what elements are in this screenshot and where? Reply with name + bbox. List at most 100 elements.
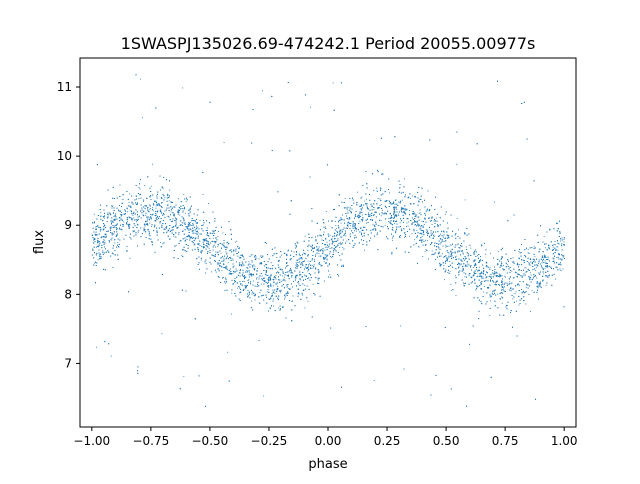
data-point (313, 264, 315, 266)
data-point (189, 224, 191, 226)
data-point (232, 283, 234, 285)
data-point (218, 231, 219, 233)
data-point (263, 280, 264, 282)
data-point (189, 237, 191, 238)
data-point (545, 284, 547, 286)
data-point (455, 275, 457, 277)
data-point (450, 283, 452, 285)
data-point (330, 256, 331, 258)
data-point (215, 271, 217, 273)
data-point (403, 236, 405, 238)
data-point (329, 234, 331, 236)
data-point (557, 249, 559, 251)
data-point (155, 205, 157, 207)
data-point (468, 283, 470, 285)
data-point (362, 214, 364, 216)
data-point (266, 274, 268, 276)
data-point (523, 292, 525, 294)
data-point (212, 229, 214, 231)
data-point (380, 215, 382, 217)
data-point (522, 259, 524, 261)
data-point (372, 223, 374, 225)
data-point (455, 295, 457, 297)
data-point (211, 271, 212, 273)
data-point (217, 246, 219, 248)
data-point (497, 293, 499, 295)
data-point (110, 205, 112, 207)
data-point (303, 260, 305, 262)
data-point (489, 315, 491, 316)
data-point (427, 210, 429, 212)
data-point (219, 265, 221, 267)
data-point (223, 263, 225, 265)
data-point (277, 285, 279, 287)
data-point (337, 237, 339, 239)
data-point (394, 210, 396, 212)
data-point (489, 266, 491, 268)
data-point (544, 260, 546, 262)
data-point (130, 205, 132, 207)
data-point (448, 234, 450, 236)
data-point (248, 272, 250, 274)
data-point (100, 255, 102, 257)
data-point (227, 351, 229, 353)
data-point (258, 276, 260, 278)
data-point (305, 264, 307, 266)
data-point (552, 249, 554, 251)
data-point (142, 117, 143, 119)
data-point (370, 205, 372, 207)
data-point (144, 185, 146, 186)
data-point (525, 267, 527, 269)
data-point (506, 305, 508, 306)
data-point (353, 223, 355, 225)
data-point (307, 266, 309, 268)
data-point (364, 249, 366, 251)
data-point (132, 214, 134, 216)
data-point (323, 261, 325, 263)
data-point (447, 272, 449, 273)
data-point (372, 229, 374, 231)
data-point (199, 245, 201, 246)
data-point (179, 240, 181, 242)
data-point (184, 212, 186, 214)
data-point (225, 282, 227, 284)
data-point (464, 199, 466, 201)
data-point (494, 201, 495, 203)
data-point (489, 296, 491, 298)
data-point (339, 255, 341, 256)
data-point (533, 259, 535, 261)
data-point (423, 224, 425, 225)
data-point (360, 227, 362, 229)
data-point (173, 235, 175, 237)
data-point (334, 221, 336, 222)
data-point (103, 224, 105, 226)
data-point (530, 272, 531, 274)
data-point (527, 248, 529, 250)
data-point (559, 231, 561, 232)
data-point (318, 253, 320, 255)
data-point (299, 274, 301, 276)
data-point (528, 261, 530, 263)
data-point (362, 235, 363, 237)
data-point (512, 298, 514, 300)
data-point (544, 247, 546, 249)
data-point (455, 255, 457, 257)
data-point (170, 211, 172, 213)
data-point (104, 252, 105, 254)
data-point (543, 254, 545, 256)
data-point (262, 90, 263, 92)
data-point (326, 241, 328, 243)
data-point (332, 82, 334, 84)
data-point (420, 226, 422, 228)
data-point (220, 257, 222, 259)
data-point (464, 259, 465, 261)
data-point (103, 239, 105, 240)
data-point (435, 217, 437, 219)
data-point (324, 249, 326, 251)
data-point (227, 262, 229, 264)
data-point (502, 292, 504, 294)
data-point (254, 265, 256, 267)
data-point (161, 333, 163, 335)
data-point (515, 291, 517, 293)
